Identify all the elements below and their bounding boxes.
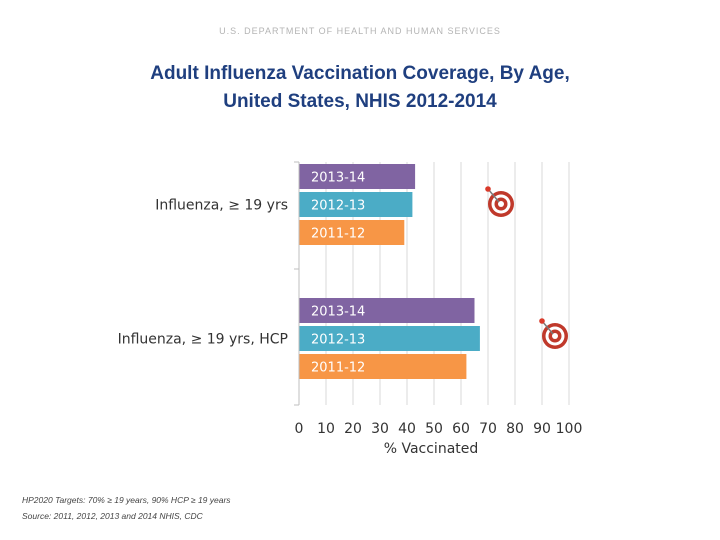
x-tick-label: 20 bbox=[344, 421, 362, 437]
axes: Influenza, ≥ 19 yrs Influenza, ≥ 19 yrs, … bbox=[118, 161, 583, 457]
bar-2012-13-hcp bbox=[299, 326, 480, 351]
bar-2011-12-hcp bbox=[299, 354, 467, 379]
category-label: Influenza, ≥ 19 yrs, HCP bbox=[118, 332, 288, 348]
x-tick-label: 70 bbox=[479, 421, 497, 437]
bullseye-target-icon bbox=[539, 318, 568, 349]
bar-series-label: 2012-13 bbox=[311, 333, 365, 348]
x-axis-title: % Vaccinated bbox=[384, 441, 479, 457]
target-dart bbox=[487, 188, 500, 203]
target-center bbox=[552, 333, 558, 339]
footnote-source: Source: 2011, 2012, 2013 and 2014 NHIS, … bbox=[22, 511, 203, 521]
bar-2013-14-hcp bbox=[299, 298, 475, 323]
x-tick-label: 100 bbox=[556, 421, 583, 437]
bar-series-label: 2011-12 bbox=[311, 227, 365, 242]
chart-title-line-1: Adult Influenza Vaccination Coverage, By… bbox=[150, 63, 570, 84]
bar-series-label: 2013-14 bbox=[311, 171, 365, 186]
bar-series-label: 2012-13 bbox=[311, 199, 365, 214]
footnotes: HP2020 Targets: 70% ≥ 19 years, 90% HCP … bbox=[22, 492, 231, 524]
target-dart bbox=[541, 320, 554, 335]
chart-title-line-2: United States, NHIS 2012-2014 bbox=[223, 91, 497, 112]
bar-series-label: 2013-14 bbox=[311, 305, 365, 320]
agency-header: U.S. DEPARTMENT OF HEALTH AND HUMAN SERV… bbox=[219, 26, 501, 36]
x-tick-label: 60 bbox=[452, 421, 470, 437]
x-tick-label: 40 bbox=[398, 421, 416, 437]
x-tick-label: 80 bbox=[506, 421, 524, 437]
x-tick-label: 90 bbox=[533, 421, 551, 437]
bar-2013-14-adults bbox=[299, 164, 416, 189]
bullseye-target-icon bbox=[485, 186, 514, 217]
chart-title: Adult Influenza Vaccination Coverage, By… bbox=[40, 60, 680, 116]
bar-chart: 2013-14 2012-13 2011-12 2013-14 2012-13 2011-… bbox=[118, 161, 583, 457]
target-center bbox=[498, 201, 504, 207]
x-tick-label: 0 bbox=[295, 421, 304, 437]
bar-2012-13-adults bbox=[299, 192, 413, 217]
category-label: Influenza, ≥ 19 yrs bbox=[155, 198, 288, 214]
x-tick-label: 30 bbox=[371, 421, 389, 437]
x-tick-label: 10 bbox=[317, 421, 335, 437]
target-dart-tip bbox=[539, 318, 545, 324]
bars: 2013-14 2012-13 2011-12 2013-14 2012-13 2011-… bbox=[299, 164, 568, 379]
footnote-targets: HP2020 Targets: 70% ≥ 19 years, 90% HCP … bbox=[22, 495, 231, 505]
bar-2011-12-adults bbox=[299, 220, 405, 245]
bar-series-label: 2011-12 bbox=[311, 361, 365, 376]
x-tick-label: 50 bbox=[425, 421, 443, 437]
target-dart-tip bbox=[485, 186, 491, 192]
